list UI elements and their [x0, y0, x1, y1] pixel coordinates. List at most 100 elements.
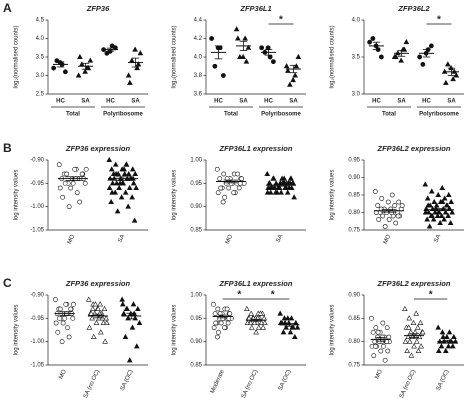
data-point	[453, 72, 460, 78]
data-point	[369, 315, 374, 321]
x-tick-label: MO	[225, 234, 235, 246]
data-point	[408, 352, 415, 358]
data-point	[403, 39, 410, 45]
data-point	[129, 57, 135, 63]
data-point	[74, 190, 80, 196]
data-point	[414, 324, 421, 330]
data-point	[125, 170, 132, 176]
data-point	[53, 320, 59, 326]
data-point	[133, 343, 140, 349]
data-point	[372, 189, 378, 194]
y-tick-label: 0.90	[348, 175, 360, 181]
data-point	[51, 65, 57, 71]
data-point	[370, 36, 376, 41]
data-point	[62, 315, 68, 321]
data-point	[435, 324, 441, 330]
data-point	[60, 320, 66, 326]
data-point	[439, 329, 446, 335]
data-point	[220, 73, 226, 78]
data-point	[100, 319, 107, 325]
data-point	[83, 166, 89, 172]
y-axis-label: log intensity values	[330, 170, 336, 221]
x-tick-label: SA	[433, 234, 442, 244]
data-point	[66, 204, 72, 210]
data-point	[435, 209, 442, 215]
data-point	[287, 329, 294, 335]
group-label: Polyribosome	[261, 112, 301, 118]
data-point	[259, 45, 265, 51]
data-point	[270, 59, 276, 65]
data-point	[226, 185, 232, 191]
data-point	[225, 320, 231, 326]
data-point	[411, 343, 417, 349]
data-point	[123, 161, 130, 167]
x-tick-label: SA (no OC)	[241, 369, 259, 399]
data-point	[97, 301, 103, 307]
data-point	[79, 61, 85, 67]
data-point	[116, 184, 122, 190]
data-point	[137, 50, 144, 56]
data-point	[442, 347, 449, 353]
data-point	[375, 334, 380, 340]
data-point	[430, 216, 437, 222]
data-point	[56, 162, 62, 168]
significance-label: *	[437, 15, 441, 26]
data-point	[284, 315, 291, 321]
y-axis-label: log intensity values	[330, 305, 336, 356]
x-tick-label: MO	[374, 369, 384, 381]
y-tick-label: 0.80	[348, 210, 360, 216]
data-point	[395, 213, 401, 219]
y-tick-label: 4.4	[194, 18, 203, 24]
x-tick-label: SA	[275, 234, 284, 244]
data-point	[426, 223, 433, 229]
data-point	[135, 305, 141, 311]
data-point	[121, 166, 127, 172]
data-point	[60, 194, 66, 200]
chart-title: ZFP36 expression	[65, 144, 131, 153]
significance-label: *	[237, 290, 241, 301]
data-point	[371, 353, 377, 359]
data-point	[445, 191, 452, 197]
x-tick-label: HC	[106, 99, 115, 105]
data-point	[280, 329, 287, 335]
data-point	[386, 217, 392, 222]
data-point	[251, 319, 258, 325]
data-point	[122, 333, 129, 339]
data-point	[405, 324, 412, 330]
significance-label: *	[429, 290, 433, 301]
data-point	[122, 189, 129, 195]
data-point	[127, 79, 133, 85]
data-point	[418, 343, 424, 349]
data-point	[404, 347, 410, 353]
data-point	[93, 319, 100, 325]
data-point	[370, 329, 376, 335]
y-tick-label: 1.00	[190, 158, 202, 164]
data-point	[257, 310, 264, 316]
y-axis-label: log₂(normalised counts)	[330, 25, 336, 88]
data-point	[130, 301, 137, 307]
data-point	[399, 203, 405, 208]
y-tick-label: 0.85	[190, 363, 202, 369]
data-point	[287, 81, 293, 87]
data-point	[70, 180, 76, 186]
data-point	[444, 333, 450, 339]
data-point	[113, 170, 119, 176]
chart-title: ZFP36L2 expression	[377, 144, 451, 153]
data-point	[237, 53, 243, 59]
data-point	[70, 315, 76, 321]
data-point	[129, 194, 135, 200]
data-point	[375, 329, 381, 335]
data-point	[211, 325, 217, 331]
data-point	[134, 64, 140, 71]
data-point	[86, 324, 93, 330]
data-point	[379, 196, 385, 201]
data-point	[132, 46, 138, 52]
data-point	[417, 319, 424, 325]
data-point	[218, 185, 224, 191]
data-point	[288, 315, 295, 321]
data-point	[439, 184, 446, 190]
data-point	[413, 310, 419, 316]
data-point	[239, 176, 245, 182]
data-point	[77, 53, 83, 59]
data-point	[109, 180, 116, 186]
